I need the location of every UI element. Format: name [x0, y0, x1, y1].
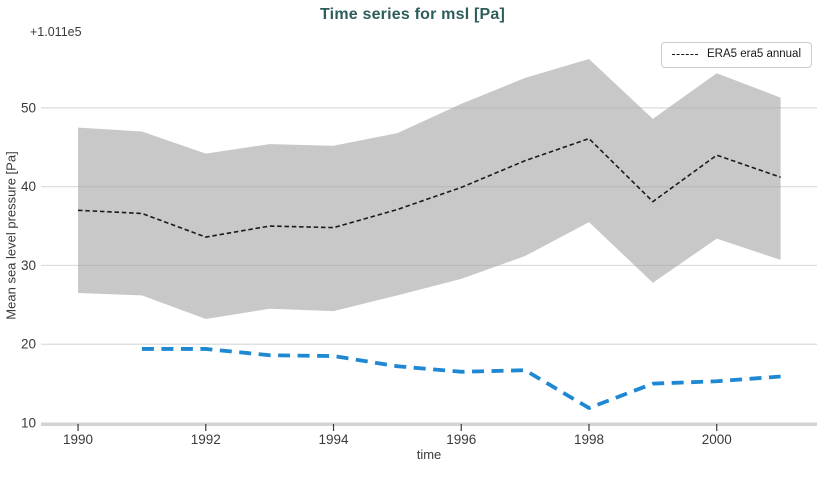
y-axis-offset-label: +1.011e5 — [30, 25, 82, 39]
y-tick-label: 30 — [21, 258, 36, 273]
x-tick-label: 2000 — [702, 432, 732, 447]
axis-ticks: 1990 1992 1994 1996 1998 2000 10 20 30 40 50 — [21, 100, 732, 447]
era5-spread-band — [78, 59, 781, 320]
legend-label: ERA5 era5 annual — [707, 48, 801, 60]
y-tick-label: 10 — [21, 416, 36, 431]
x-tick-label: 1996 — [446, 432, 476, 447]
era5-annual-line — [78, 137, 781, 238]
legend: ERA5 era5 annual — [661, 42, 812, 68]
unlabeled-blue-line — [141, 347, 781, 410]
x-axis-title: time — [416, 447, 442, 462]
x-tick-label: 1992 — [191, 432, 221, 447]
x-tick-label: 1998 — [574, 432, 604, 447]
chart-title: Time series for msl [Pa] — [319, 6, 506, 23]
y-tick-label: 40 — [21, 179, 36, 194]
y-tick-label: 50 — [21, 100, 36, 115]
x-tick-label: 1994 — [318, 432, 349, 447]
y-tick-label: 20 — [21, 337, 36, 352]
legend-dashed-line-icon — [672, 54, 699, 56]
x-tick-label: 1990 — [63, 432, 93, 447]
